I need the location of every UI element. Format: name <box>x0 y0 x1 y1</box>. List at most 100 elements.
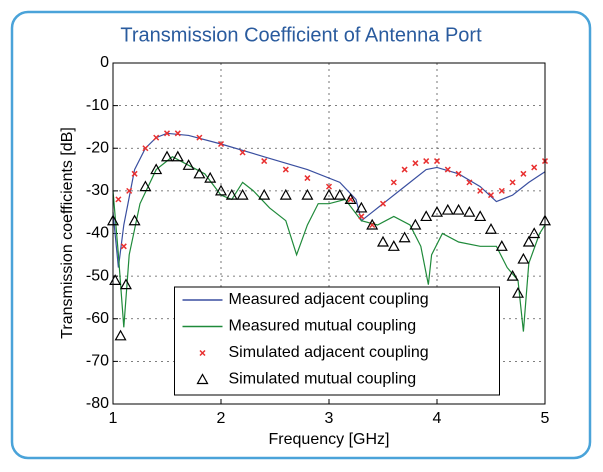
marker-stroke <box>401 166 408 173</box>
data-point <box>333 188 346 200</box>
y-tick-label: -10 <box>86 97 109 114</box>
data-point <box>119 278 132 290</box>
data-point <box>387 240 400 251</box>
marker-stroke <box>196 134 203 141</box>
data-point <box>484 223 498 234</box>
data-point <box>204 171 217 183</box>
data-point <box>477 187 484 194</box>
marker-stroke <box>477 187 484 194</box>
marker-shape <box>196 373 209 385</box>
marker-shape <box>463 205 476 217</box>
marker-shape <box>119 278 132 290</box>
data-point <box>520 170 527 177</box>
data-point <box>344 193 357 204</box>
data-point <box>217 140 225 148</box>
x-axis-label: Frequency [GHz] <box>269 431 390 448</box>
data-point <box>506 269 519 281</box>
y-tick-label: -40 <box>86 225 109 242</box>
data-point <box>466 179 473 186</box>
marker-stroke <box>115 196 122 203</box>
data-point <box>366 218 379 230</box>
series-line <box>112 156 546 332</box>
marker-shape <box>193 167 206 179</box>
data-point <box>225 188 238 200</box>
data-point <box>379 200 387 207</box>
data-point <box>236 188 249 200</box>
marker-shape <box>452 203 465 215</box>
marker-stroke <box>390 179 397 186</box>
chart-title: Transmission Coefficient of Antenna Port <box>120 24 482 46</box>
data-point <box>498 187 505 194</box>
data-point <box>304 175 311 182</box>
legend-swatch <box>199 349 206 357</box>
data-point <box>322 188 336 200</box>
marker-shape <box>398 231 411 243</box>
marker-shape <box>474 210 487 222</box>
marker-stroke <box>217 140 225 148</box>
marker-stroke <box>304 175 311 182</box>
marker-stroke <box>261 158 268 165</box>
legend-label: Simulated adjacent coupling <box>229 344 429 361</box>
data-point <box>279 188 292 200</box>
marker-shape <box>528 227 541 239</box>
marker-shape <box>430 205 444 217</box>
marker-stroke <box>498 187 505 194</box>
marker-stroke <box>126 187 133 194</box>
marker-shape <box>506 269 519 281</box>
data-point <box>239 149 246 156</box>
marker-shape <box>150 163 163 175</box>
data-point <box>531 164 538 171</box>
marker-shape <box>114 329 127 341</box>
marker-shape <box>301 188 314 200</box>
marker-stroke <box>379 200 387 207</box>
data-point <box>131 170 138 177</box>
marker-shape <box>441 203 454 215</box>
legend-label: Simulated mutual coupling <box>229 371 417 388</box>
marker-stroke <box>358 213 365 220</box>
data-point <box>430 205 444 217</box>
marker-shape <box>387 240 400 251</box>
marker-stroke <box>531 164 538 171</box>
data-point <box>522 235 535 247</box>
data-point <box>444 166 451 173</box>
data-point <box>282 166 289 173</box>
marker-stroke <box>423 158 430 165</box>
marker-shape <box>214 184 228 196</box>
data-point <box>355 201 368 213</box>
marker-shape <box>128 214 141 226</box>
marker-shape <box>484 223 498 234</box>
marker-stroke <box>120 243 127 250</box>
marker-shape <box>139 180 152 192</box>
marker-shape <box>204 171 217 183</box>
data-point <box>517 252 530 264</box>
marker-shape <box>495 240 508 251</box>
data-point <box>128 214 141 226</box>
marker-stroke <box>487 192 495 199</box>
data-point <box>511 286 525 298</box>
data-point <box>528 227 541 239</box>
marker-stroke <box>412 160 419 167</box>
data-point <box>441 203 454 215</box>
marker-shape <box>258 188 271 200</box>
data-point <box>160 150 174 162</box>
y-axis-label: Transmission coefficients [dB] <box>59 127 76 339</box>
marker-stroke <box>520 170 527 177</box>
marker-stroke <box>282 166 289 173</box>
data-point <box>193 167 206 179</box>
data-point <box>182 159 195 170</box>
legend-label: Measured mutual coupling <box>229 318 417 335</box>
marker-stroke <box>433 158 441 165</box>
marker-shape <box>511 286 525 298</box>
x-tick-label: 3 <box>325 410 334 427</box>
data-point <box>258 188 271 200</box>
data-point <box>214 184 228 196</box>
marker-shape <box>409 218 422 230</box>
y-tick-label: -80 <box>86 395 109 412</box>
marker-shape <box>333 188 346 200</box>
marker-shape <box>225 188 238 200</box>
data-point <box>455 170 462 177</box>
marker-shape <box>344 193 357 204</box>
marker-shape <box>279 188 292 200</box>
data-point <box>114 329 127 341</box>
